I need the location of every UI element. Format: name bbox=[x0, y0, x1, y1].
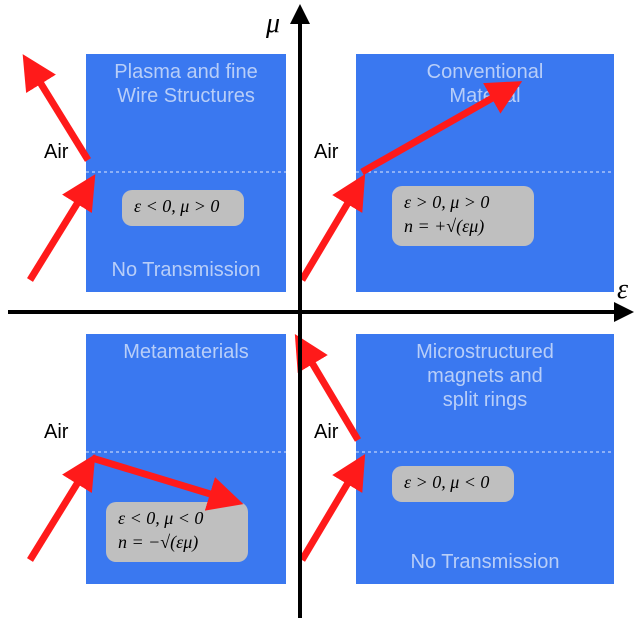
x-axis-label: ε bbox=[617, 274, 628, 305]
quadrant-subtext-q4: No Transmission bbox=[411, 551, 560, 573]
condition-text-q1: ε > 0, μ > 0 bbox=[404, 192, 489, 212]
air-label-q3: Air bbox=[44, 421, 69, 443]
quadrant-title-q2: Plasma and fine bbox=[114, 61, 257, 83]
quadrant-title-q2: Wire Structures bbox=[117, 85, 255, 107]
ray-arrow-q4-0 bbox=[302, 466, 358, 560]
quadrant-title-q4: split rings bbox=[443, 389, 527, 411]
condition-text-q3: ε < 0, μ < 0 bbox=[118, 508, 203, 528]
condition-text-q4: ε > 0, μ < 0 bbox=[404, 472, 489, 492]
diagram-canvas: Plasma and fineWire Structures ε < 0, μ >… bbox=[0, 0, 644, 625]
condition-text-q3: n = −√(εμ) bbox=[118, 532, 198, 553]
air-label-q2: Air bbox=[44, 141, 69, 163]
condition-text-q2: ε < 0, μ > 0 bbox=[134, 196, 219, 216]
ray-arrow-q2-0 bbox=[30, 186, 88, 280]
ray-arrow-q3-0 bbox=[30, 466, 88, 560]
condition-text-q1: n = +√(εμ) bbox=[404, 216, 484, 237]
quadrant-title-q4: Microstructured bbox=[416, 341, 554, 363]
quadrant-title-q4: magnets and bbox=[427, 365, 543, 387]
quadrant-title-q1: Conventional bbox=[427, 61, 544, 83]
quadrant-title-q3: Metamaterials bbox=[123, 341, 249, 363]
y-axis-label: μ bbox=[265, 8, 280, 39]
ray-arrow-q1-0 bbox=[302, 186, 358, 280]
air-label-q1: Air bbox=[314, 141, 339, 163]
air-label-q4: Air bbox=[314, 421, 339, 443]
quadrant-subtext-q2: No Transmission bbox=[112, 259, 261, 281]
